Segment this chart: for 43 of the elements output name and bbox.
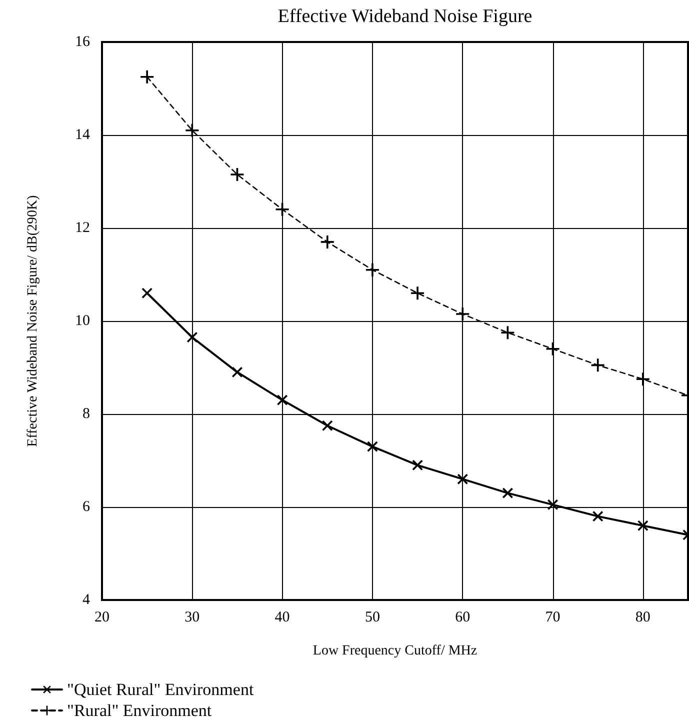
x-tick-label: 40 bbox=[274, 610, 290, 626]
x-tick-label: 30 bbox=[184, 610, 200, 626]
point bbox=[456, 308, 470, 321]
point bbox=[142, 288, 152, 298]
x-tick-label: 60 bbox=[455, 610, 470, 626]
x-tick-label: 70 bbox=[545, 610, 560, 626]
y-axis-title: Effective Wideband Noise Figure/ dB(290K) bbox=[26, 194, 40, 447]
y-tick-label: 8 bbox=[82, 406, 90, 422]
y-tick-label: 14 bbox=[75, 127, 90, 143]
point bbox=[501, 326, 514, 340]
y-tick-label: 6 bbox=[82, 499, 90, 515]
y-tick-label: 10 bbox=[75, 313, 90, 329]
point bbox=[546, 342, 560, 356]
point bbox=[548, 499, 558, 510]
point bbox=[366, 263, 379, 276]
point bbox=[140, 70, 154, 84]
point bbox=[412, 460, 423, 470]
legend-label: "Quiet Rural" Environment bbox=[67, 680, 254, 699]
legend-label: "Rural" Environment bbox=[67, 701, 212, 720]
x-tick-label: 50 bbox=[364, 610, 380, 626]
point bbox=[320, 235, 334, 248]
chart-title: Effective Wideband Noise Figure bbox=[278, 6, 532, 27]
point bbox=[277, 394, 288, 406]
point bbox=[591, 358, 604, 372]
point bbox=[411, 286, 424, 300]
point bbox=[457, 474, 468, 484]
point bbox=[186, 332, 198, 343]
y-tick-label: 4 bbox=[82, 592, 90, 608]
point bbox=[638, 520, 648, 531]
point bbox=[186, 124, 199, 137]
point bbox=[276, 202, 289, 216]
point bbox=[230, 168, 244, 182]
point bbox=[636, 372, 650, 386]
point bbox=[322, 420, 333, 431]
x-tick-label: 80 bbox=[635, 610, 650, 626]
x-axis-title: Low Frequency Cutoff/ MHz bbox=[312, 644, 478, 658]
point bbox=[367, 441, 378, 452]
x-tick-label: 20 bbox=[94, 610, 110, 626]
y-tick-label: 12 bbox=[75, 220, 90, 236]
point bbox=[502, 488, 513, 498]
y-tick-label: 16 bbox=[75, 34, 90, 50]
point bbox=[592, 511, 604, 522]
point bbox=[232, 366, 242, 378]
